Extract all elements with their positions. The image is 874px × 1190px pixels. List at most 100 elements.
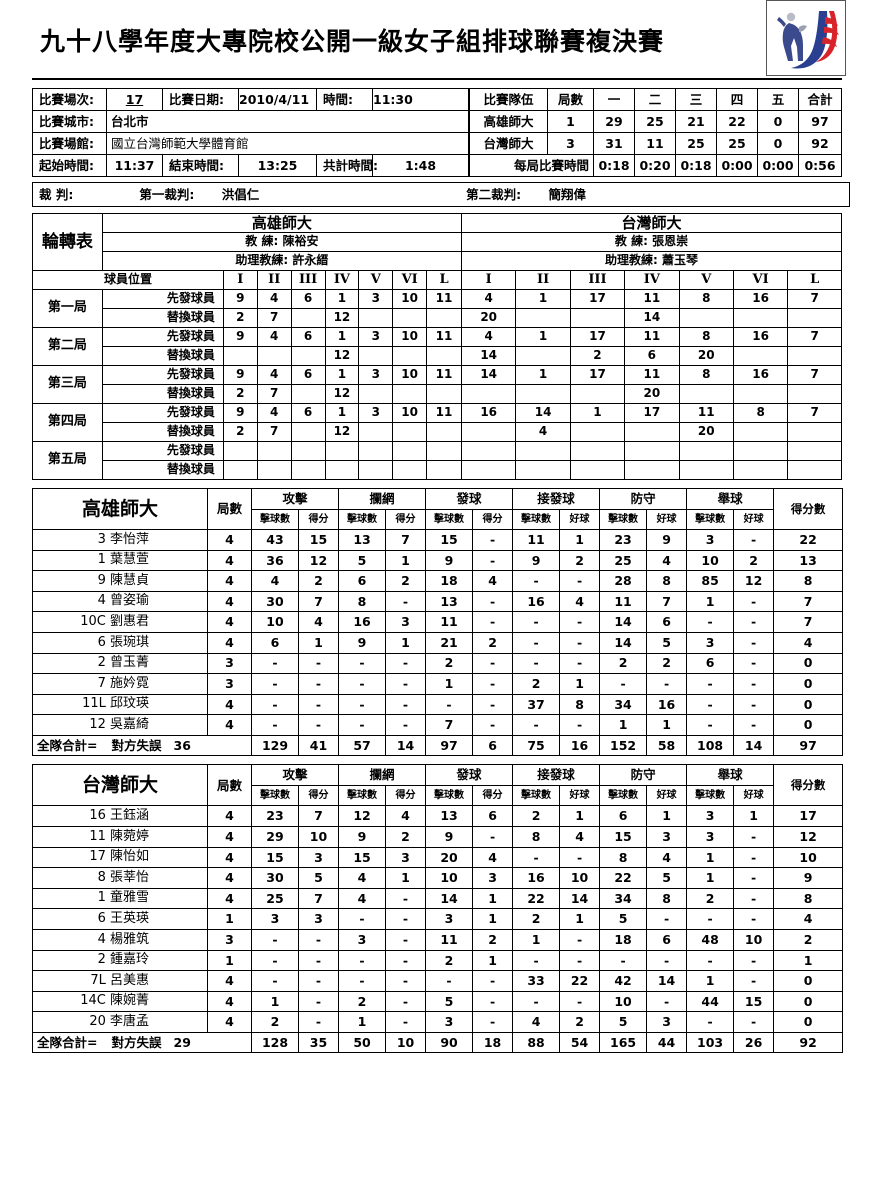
player-stat-cell: 85: [686, 570, 735, 592]
table-row: 4 楊雅筑 3- -3-11 2 1-18 6 48 10 2: [32, 929, 844, 951]
player-stat-cell: 3: [686, 631, 735, 654]
volleyball-league-logo: [766, 0, 846, 76]
first-referee-name: 洪倡仁: [221, 186, 260, 202]
player-sets-cell: 4: [207, 1011, 252, 1033]
player-stat-cell: -: [686, 673, 735, 695]
rotation-cell-away: [569, 384, 626, 404]
rotation-cell-away: [460, 422, 517, 442]
player-stat-cell: -: [297, 693, 340, 716]
player-stat-cell: -: [686, 908, 735, 930]
player-stat-cell: 4: [646, 549, 688, 572]
player-stat-cell: 4: [251, 570, 299, 592]
player-sets-cell: 4: [207, 970, 252, 992]
rotation-cell-home: 10: [392, 327, 428, 347]
table-row: 20 李唐孟 4 2-1-3-4 2 5 3- -0: [32, 1011, 844, 1033]
player-stat-cell: 3: [425, 1011, 474, 1033]
rotation-cell-home: 6: [290, 289, 326, 309]
home-pos-2: II: [256, 270, 292, 290]
rotation-cell-away: [678, 384, 734, 404]
home-pos-6: VI: [392, 270, 428, 290]
rotation-cell-home: 10: [392, 365, 428, 385]
player-stat-cell: 2: [559, 1011, 601, 1033]
position-label: 球員位置: [32, 270, 224, 290]
sub-reception-hits: 擊球數: [512, 508, 561, 530]
rotation-cell-home: [392, 346, 428, 366]
player-name-cell: 8 張莘怡: [32, 867, 208, 889]
player-stat-cell: 4: [559, 590, 601, 613]
player-stat-cell: 36: [251, 549, 299, 572]
player-sets-cell: 4: [207, 805, 252, 828]
player-stat-cell: -: [733, 673, 775, 695]
team-total-cell: 57: [338, 734, 387, 757]
rotation-cell-away: [787, 422, 842, 442]
player-stat-cell: 9: [425, 549, 474, 572]
end-time-value: 13:25: [238, 154, 317, 177]
player-stat-cell: 10: [599, 990, 648, 1013]
rotation-cell-home: [290, 422, 326, 442]
sub-serve-points: 得分: [472, 508, 514, 530]
player-stat-cell: 1: [686, 970, 735, 992]
player-stat-cell: 2: [425, 949, 474, 972]
player-stat-cell: 4: [773, 908, 844, 930]
player-sets-cell: 3: [207, 929, 252, 951]
player-stat-cell: 10: [733, 929, 775, 951]
first-referee-label: 第一裁判:: [139, 186, 195, 202]
player-stat-cell: 22: [512, 887, 561, 910]
rotation-cell-home: [392, 384, 428, 404]
player-stat-cell: 12: [297, 549, 340, 572]
rotation-cell-away: [732, 308, 789, 328]
sub-defense-hits: 擊球數: [599, 508, 648, 530]
rotation-cell-home: [358, 441, 394, 461]
stats-body-away: 16 王鈺涵 4 23 7 12 4 13 6 2 1 6 1 3 1 17 11 陳菀婷 4 29 10 9 2 9-8…: [32, 805, 844, 1054]
player-stat-cell: 10: [297, 826, 340, 848]
rotation-cell-away: [787, 384, 842, 404]
player-stat-cell: -: [385, 929, 427, 951]
player-stat-cell: -: [297, 652, 340, 675]
stats-points-header: 得分數: [773, 764, 844, 807]
home-coach-label: 教 練:: [245, 234, 279, 249]
time-value: 11:30: [372, 88, 469, 111]
group-serve: 發球: [425, 764, 514, 786]
rotation-home-team: 高雄師大: [101, 213, 462, 233]
score-header-row: 比賽隊伍 局數 一 二 三 四 五 合計: [469, 88, 842, 111]
stats-body-home: 3 李怡萍 4 43 15 13 7 15-11 1 23 9 3-22 1 葉慧萱 4 36 12 5 1 9-…: [32, 529, 844, 757]
player-name-cell: 7 施妗霓: [32, 673, 208, 695]
rotation-cell-away: [515, 441, 571, 461]
player-stat-cell: 5: [297, 867, 340, 889]
away-assistant-name: 蕭玉琴: [661, 253, 698, 268]
away-pos-2: II: [515, 270, 571, 290]
rotation-cell-away: 11: [624, 289, 680, 309]
sub-block-points: 得分: [385, 508, 427, 530]
rotation-cell-home: 3: [358, 365, 394, 385]
player-stat-cell: 14: [599, 611, 648, 633]
stats-team-name: 台灣師大: [32, 764, 208, 807]
player-stat-cell: 17: [773, 805, 844, 828]
player-stat-cell: 1: [251, 990, 299, 1013]
home-pos-4: IV: [324, 270, 360, 290]
player-stat-cell: 15: [297, 529, 340, 551]
player-stat-cell: -: [733, 887, 775, 910]
title-divider: [32, 78, 842, 80]
rotation-cell-away: [624, 422, 680, 442]
total-label-text: 全隊合計=: [37, 737, 98, 753]
player-stat-cell: -: [297, 673, 340, 695]
player-stat-cell: 1: [472, 949, 514, 972]
rotation-cell-away: 2: [569, 346, 626, 366]
player-stat-cell: 2: [773, 929, 844, 951]
player-stat-cell: -: [251, 929, 299, 951]
rotation-cell-away: 8: [732, 403, 789, 423]
starter-label: 先發球員: [101, 327, 224, 347]
player-stat-cell: 1: [472, 887, 514, 910]
rotation-title: 輪轉表: [32, 213, 103, 271]
rotation-cell-away: [787, 460, 842, 480]
player-stat-cell: 22: [773, 529, 844, 551]
rotation-row: 第三局 先發球員 9 4 6 1 3 10 11 14 1 17 11 8 16 7: [32, 365, 842, 404]
rotation-away-team: 台灣師大: [460, 213, 843, 233]
team-total-cell: 26: [733, 1031, 775, 1054]
player-stat-cell: -: [559, 949, 601, 972]
rotation-cell-away: [460, 384, 517, 404]
player-stat-cell: 33: [512, 970, 561, 992]
player-stat-cell: -: [297, 929, 340, 951]
player-stat-cell: 30: [251, 590, 299, 613]
group-reception: 接發球: [512, 488, 601, 510]
